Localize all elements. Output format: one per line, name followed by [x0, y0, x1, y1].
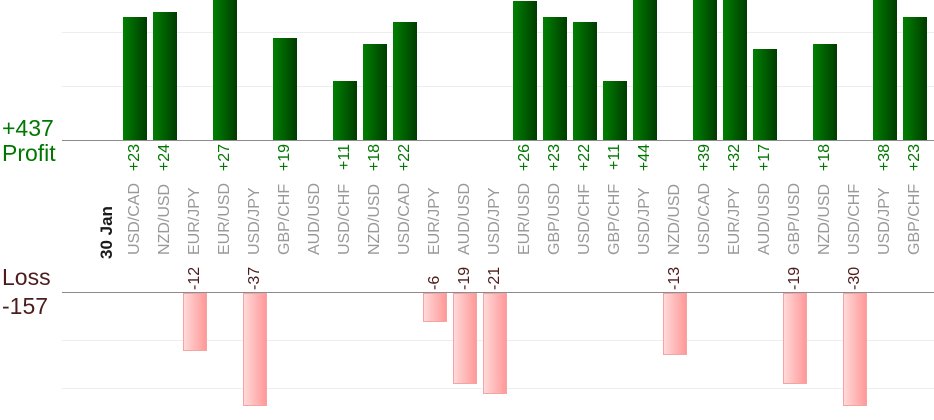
profit-bar	[753, 49, 777, 140]
loss-total: -157	[2, 293, 49, 319]
loss-axis-line	[62, 292, 934, 293]
profit-bar	[273, 38, 297, 140]
profit-bar	[363, 44, 387, 140]
profit-bar	[903, 17, 927, 140]
profit-axis-label: Profit	[2, 140, 56, 166]
profit-bar	[213, 0, 237, 140]
profit-bar	[603, 81, 627, 140]
profit-bar	[123, 17, 147, 140]
profit-bar	[873, 0, 897, 140]
loss-bar	[183, 293, 207, 351]
loss-bar	[663, 293, 687, 355]
profit-bar	[633, 0, 657, 140]
loss-bar	[783, 293, 807, 384]
profit-bar	[513, 1, 537, 140]
profit-bar	[573, 22, 597, 140]
loss-bar	[423, 293, 447, 322]
profit-bar	[723, 0, 747, 140]
profit-gridline-20	[62, 32, 934, 33]
profit-gridline-10	[62, 86, 934, 87]
loss-bar	[483, 293, 507, 394]
profit-bar	[393, 22, 417, 140]
profit-axis-line	[62, 140, 934, 141]
profit-bar	[693, 0, 717, 140]
loss-bar	[453, 293, 477, 384]
loss-plot	[0, 293, 934, 406]
loss-bar	[243, 293, 267, 406]
profit-total: +437	[2, 115, 54, 141]
profit-bar	[153, 12, 177, 140]
loss-bar	[843, 293, 867, 406]
profit-bar	[813, 44, 837, 140]
profit-bar	[543, 17, 567, 140]
profit-bar	[333, 81, 357, 140]
profit-plot	[0, 0, 934, 140]
loss-axis-label: Loss	[2, 264, 51, 290]
